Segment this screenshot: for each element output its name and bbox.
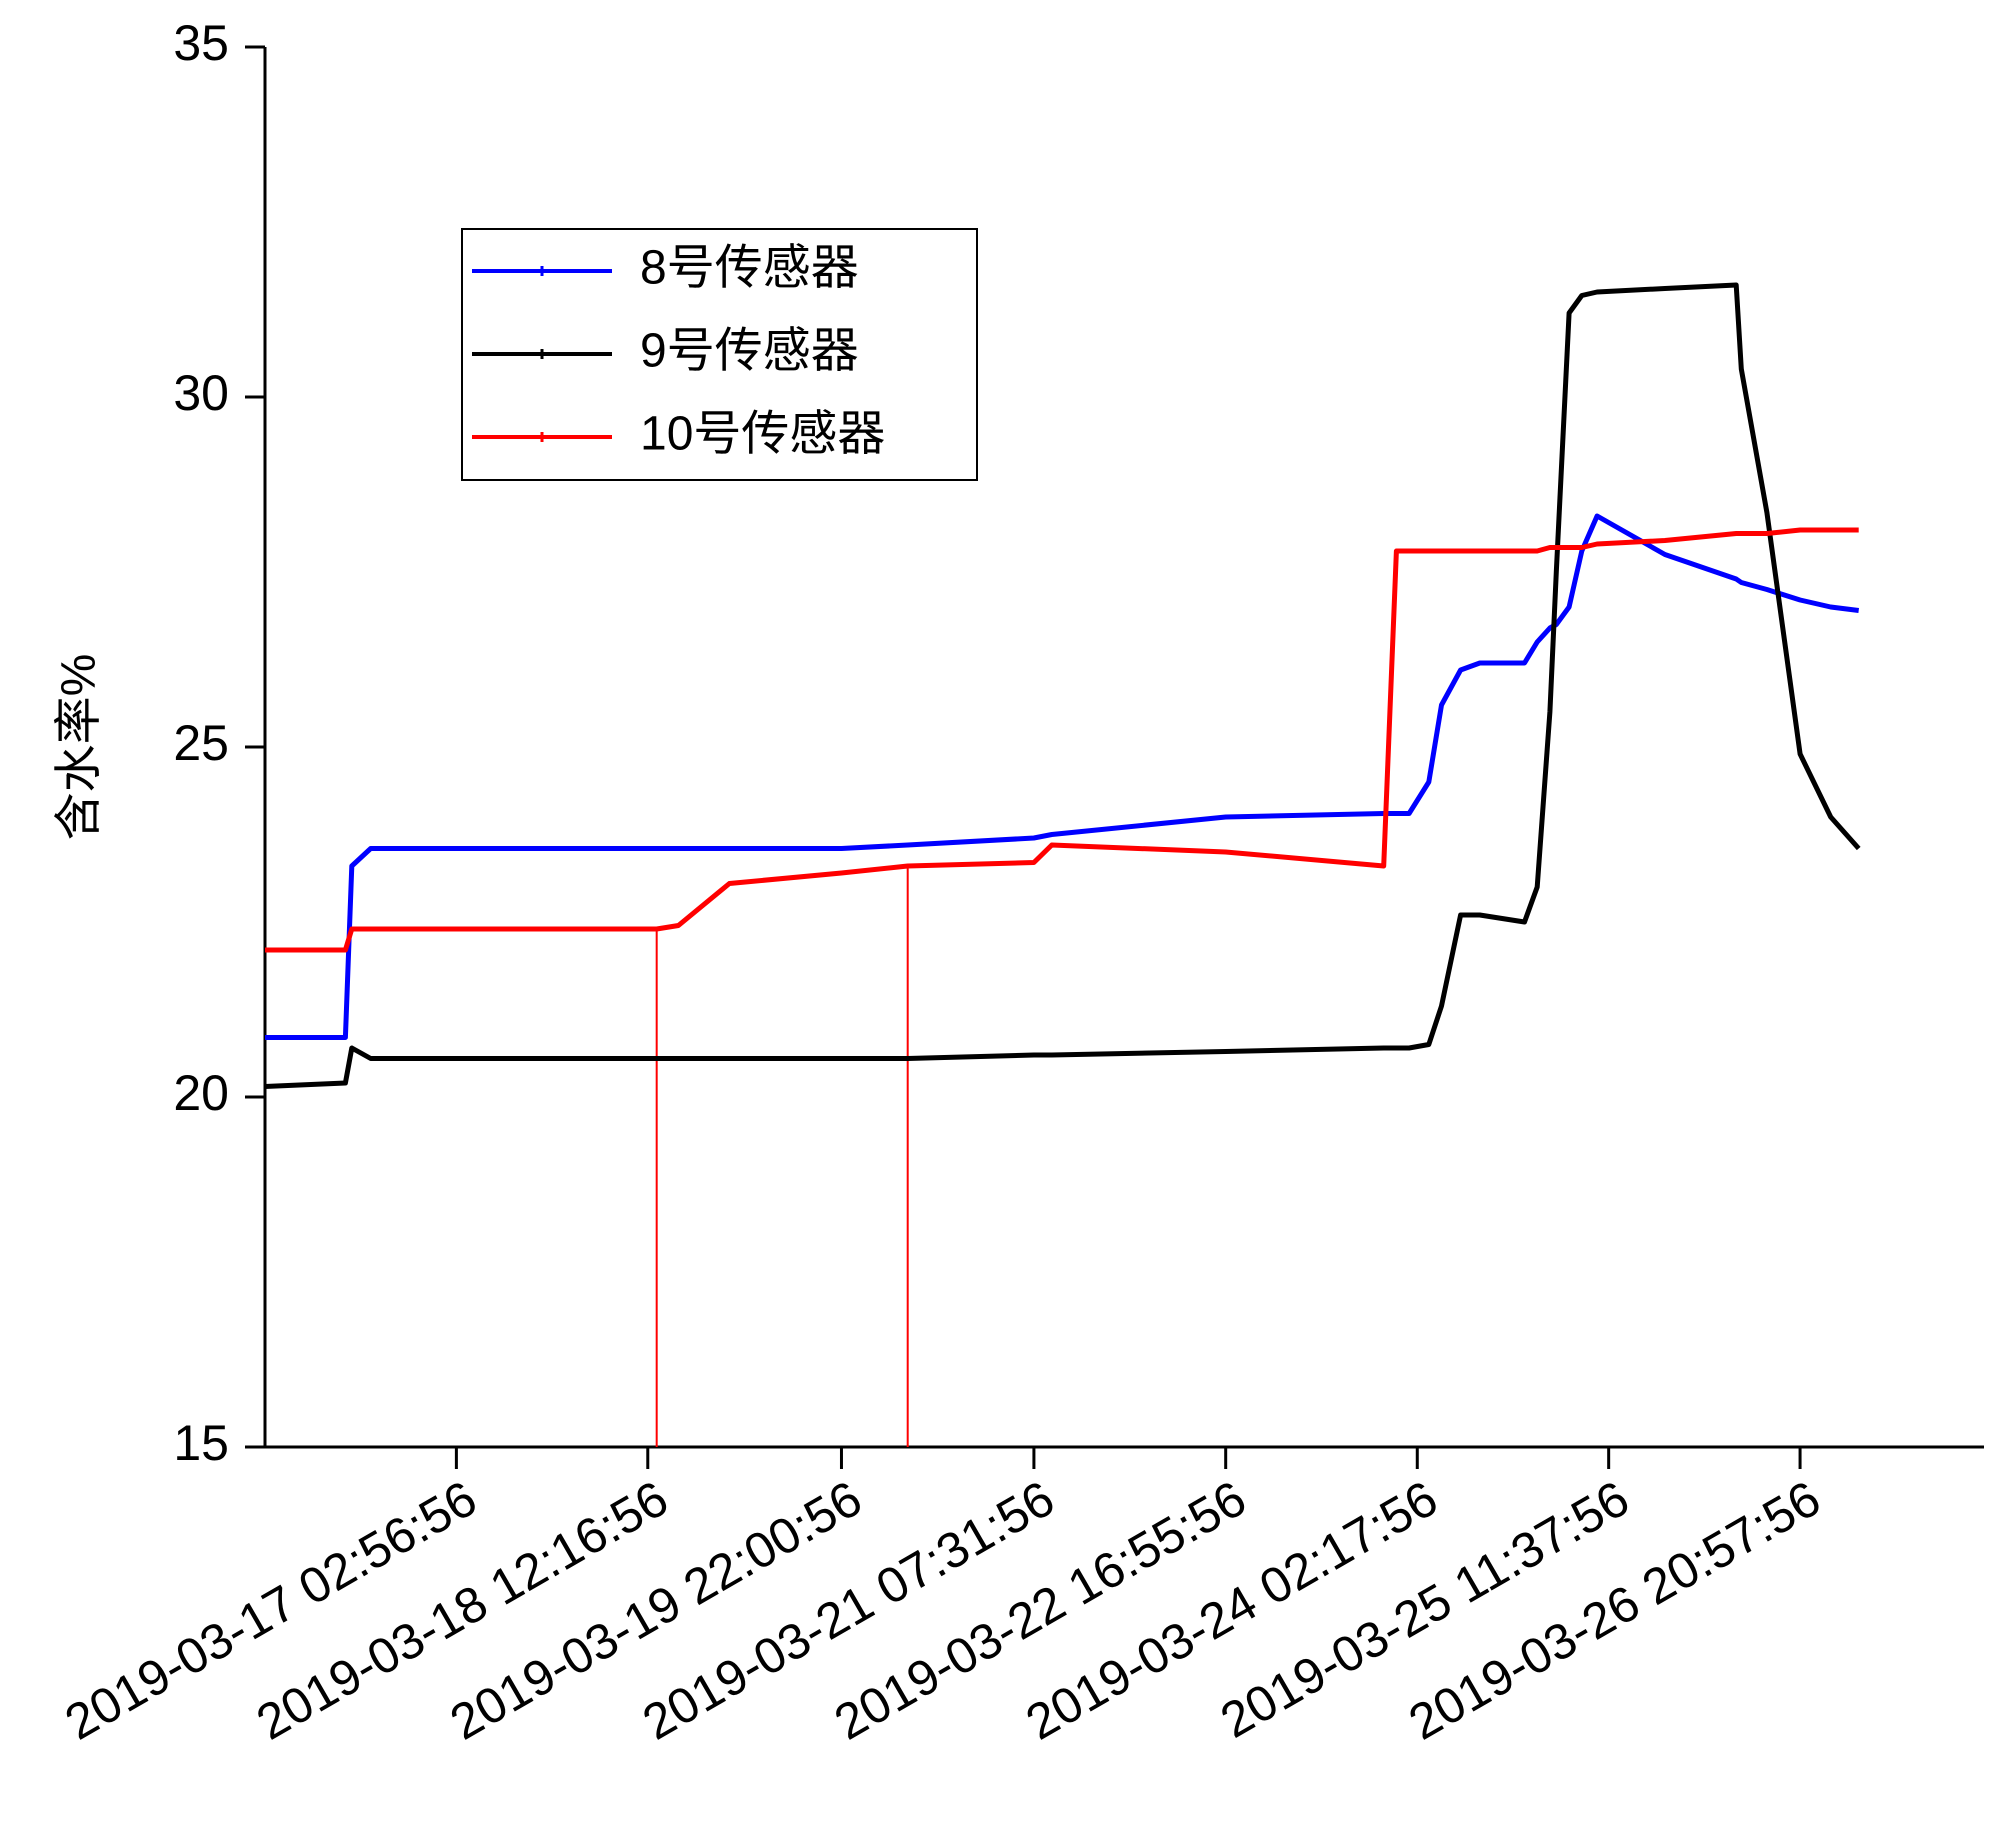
y-tick-label: 15 [173,1415,229,1471]
y-tick-label: 30 [173,365,229,421]
y-axis-label: 含水率% [53,654,106,841]
y-tick-label: 35 [173,15,229,71]
legend-label: 9号传感器 [640,325,859,378]
series-line [265,513,1860,1040]
series-line [265,527,1859,953]
series-line [264,282,1861,1089]
legend-label: 10号传感器 [640,408,885,461]
y-tick-label: 20 [173,1065,229,1121]
legend-label: 8号传感器 [640,242,859,295]
y-tick-label: 25 [173,715,229,771]
